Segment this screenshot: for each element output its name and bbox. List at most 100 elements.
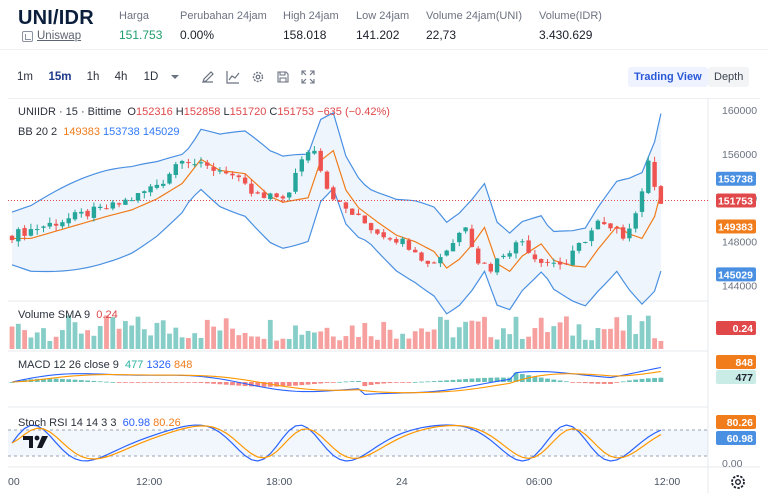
- volume-bar: [526, 336, 531, 349]
- macd-hist-bar: [293, 382, 298, 386]
- bb-upper-badge-bg: [716, 171, 756, 186]
- candle: [545, 261, 550, 263]
- timeframe-1m[interactable]: 1m: [17, 71, 33, 83]
- pair-title: UNI/IDR: [18, 7, 94, 29]
- macd-hist-bar: [576, 382, 582, 383]
- volume-bar: [463, 321, 468, 349]
- stoch-d-badge-text: 80.26: [727, 417, 753, 429]
- macd-line-value: 1326: [146, 359, 171, 371]
- macd-hist-bar: [368, 382, 374, 385]
- gear-icon[interactable]: [251, 70, 265, 84]
- exchange-link[interactable]: Uniswap: [22, 30, 81, 42]
- volume-bar: [116, 328, 122, 349]
- macd-hist-bar: [589, 382, 594, 384]
- price-axis-label: 144000: [722, 281, 757, 293]
- stoch-k-badge-bg: [716, 431, 756, 445]
- volume-bar: [501, 328, 506, 349]
- candle: [287, 192, 292, 198]
- volume-bar: [9, 326, 15, 349]
- chart-settings-icon[interactable]: [728, 472, 748, 492]
- volume-bar: [217, 330, 223, 349]
- candle: [602, 222, 607, 225]
- low-label: L: [223, 106, 230, 118]
- bb-lower-value: 145029: [142, 126, 180, 138]
- macd-hist-bar: [444, 380, 450, 382]
- candle: [255, 192, 260, 194]
- volume-bar: [412, 331, 418, 349]
- volume-bar: [627, 315, 632, 349]
- candle: [381, 232, 386, 238]
- macd-hist-bar: [167, 382, 172, 383]
- candle: [425, 260, 430, 264]
- macd-hist-bar: [53, 378, 59, 382]
- price-chart[interactable]: 160000156000152000148000144000100.000.00…: [8, 98, 760, 493]
- candle: [16, 229, 21, 242]
- candle: [154, 184, 160, 188]
- macd-hist-bar: [564, 381, 569, 383]
- macd-hist-bar: [104, 381, 109, 383]
- macd-hist-bar: [557, 380, 563, 382]
- timeframe-15m[interactable]: 15m: [48, 71, 72, 83]
- candle: [658, 186, 664, 204]
- candle: [299, 159, 304, 172]
- macd-hist-bar: [532, 376, 538, 382]
- stoch-d-value: 80.26: [153, 417, 181, 429]
- candle: [413, 249, 418, 253]
- macd-hist-bar: [551, 379, 557, 382]
- candle: [438, 257, 443, 264]
- chart-canvas[interactable]: 160000156000152000148000144000100.000.00…: [8, 99, 760, 493]
- volume-bar: [482, 316, 487, 349]
- volume-bar: [381, 321, 387, 349]
- timeframe-1h[interactable]: 1h: [86, 71, 100, 83]
- pencil-icon[interactable]: [201, 70, 215, 84]
- volume-bar: [15, 323, 21, 349]
- volume-bar: [450, 337, 456, 349]
- macd-label: MACD 12 26 close 9: [18, 359, 119, 371]
- line-chart-icon[interactable]: [226, 70, 240, 84]
- open-value: 152316: [135, 106, 173, 118]
- stat-volume-idr: Volume(IDR) 3.430.629: [539, 10, 602, 42]
- candle: [135, 193, 141, 201]
- macd-hist-bar: [286, 382, 292, 387]
- volume-value: 0.24: [96, 309, 118, 321]
- candle: [211, 167, 216, 171]
- macd-hist-bar: [343, 381, 349, 383]
- candle: [179, 161, 185, 164]
- macd-hist-bar: [526, 375, 531, 382]
- macd-hist-bar: [141, 382, 147, 383]
- save-icon[interactable]: [276, 70, 290, 84]
- bb-basis-badge: 149383: [716, 219, 756, 234]
- chart-toolbar: 1m 15m 1h 4h 1D Trading View Depth: [8, 62, 760, 92]
- fullscreen-icon[interactable]: [301, 70, 315, 84]
- candle: [646, 160, 651, 193]
- volume-bar: [557, 322, 563, 349]
- chevron-down-icon[interactable]: [168, 70, 182, 84]
- open-label: O: [127, 106, 136, 118]
- macd-hist-bar: [91, 380, 97, 382]
- macd-hist-bar: [135, 382, 141, 383]
- macd-signal-badge: 848: [716, 355, 756, 369]
- candle: [98, 206, 103, 208]
- stat-value: 3.430.629: [539, 28, 593, 42]
- volume-bar: [393, 338, 399, 349]
- candle: [274, 193, 279, 198]
- candle: [331, 187, 336, 200]
- macd-hist-bar: [223, 382, 229, 385]
- candle: [261, 192, 267, 198]
- timeframe-4h[interactable]: 4h: [114, 71, 128, 83]
- timeframe-1d[interactable]: 1D: [143, 71, 159, 83]
- candle: [305, 152, 311, 161]
- candle: [167, 173, 172, 184]
- last-price-badge-text: 151753: [718, 196, 753, 208]
- trading-view-tab[interactable]: Trading View: [628, 67, 708, 87]
- last-price-badge-bg: [716, 193, 756, 208]
- volume-bar: [135, 316, 141, 349]
- volume-bar: [110, 317, 116, 349]
- candle: [224, 171, 229, 174]
- candle: [608, 223, 613, 229]
- volume-bar: [141, 329, 147, 349]
- depth-tab[interactable]: Depth: [708, 67, 750, 87]
- candle: [198, 162, 204, 164]
- candle: [205, 162, 210, 166]
- candle: [230, 173, 235, 176]
